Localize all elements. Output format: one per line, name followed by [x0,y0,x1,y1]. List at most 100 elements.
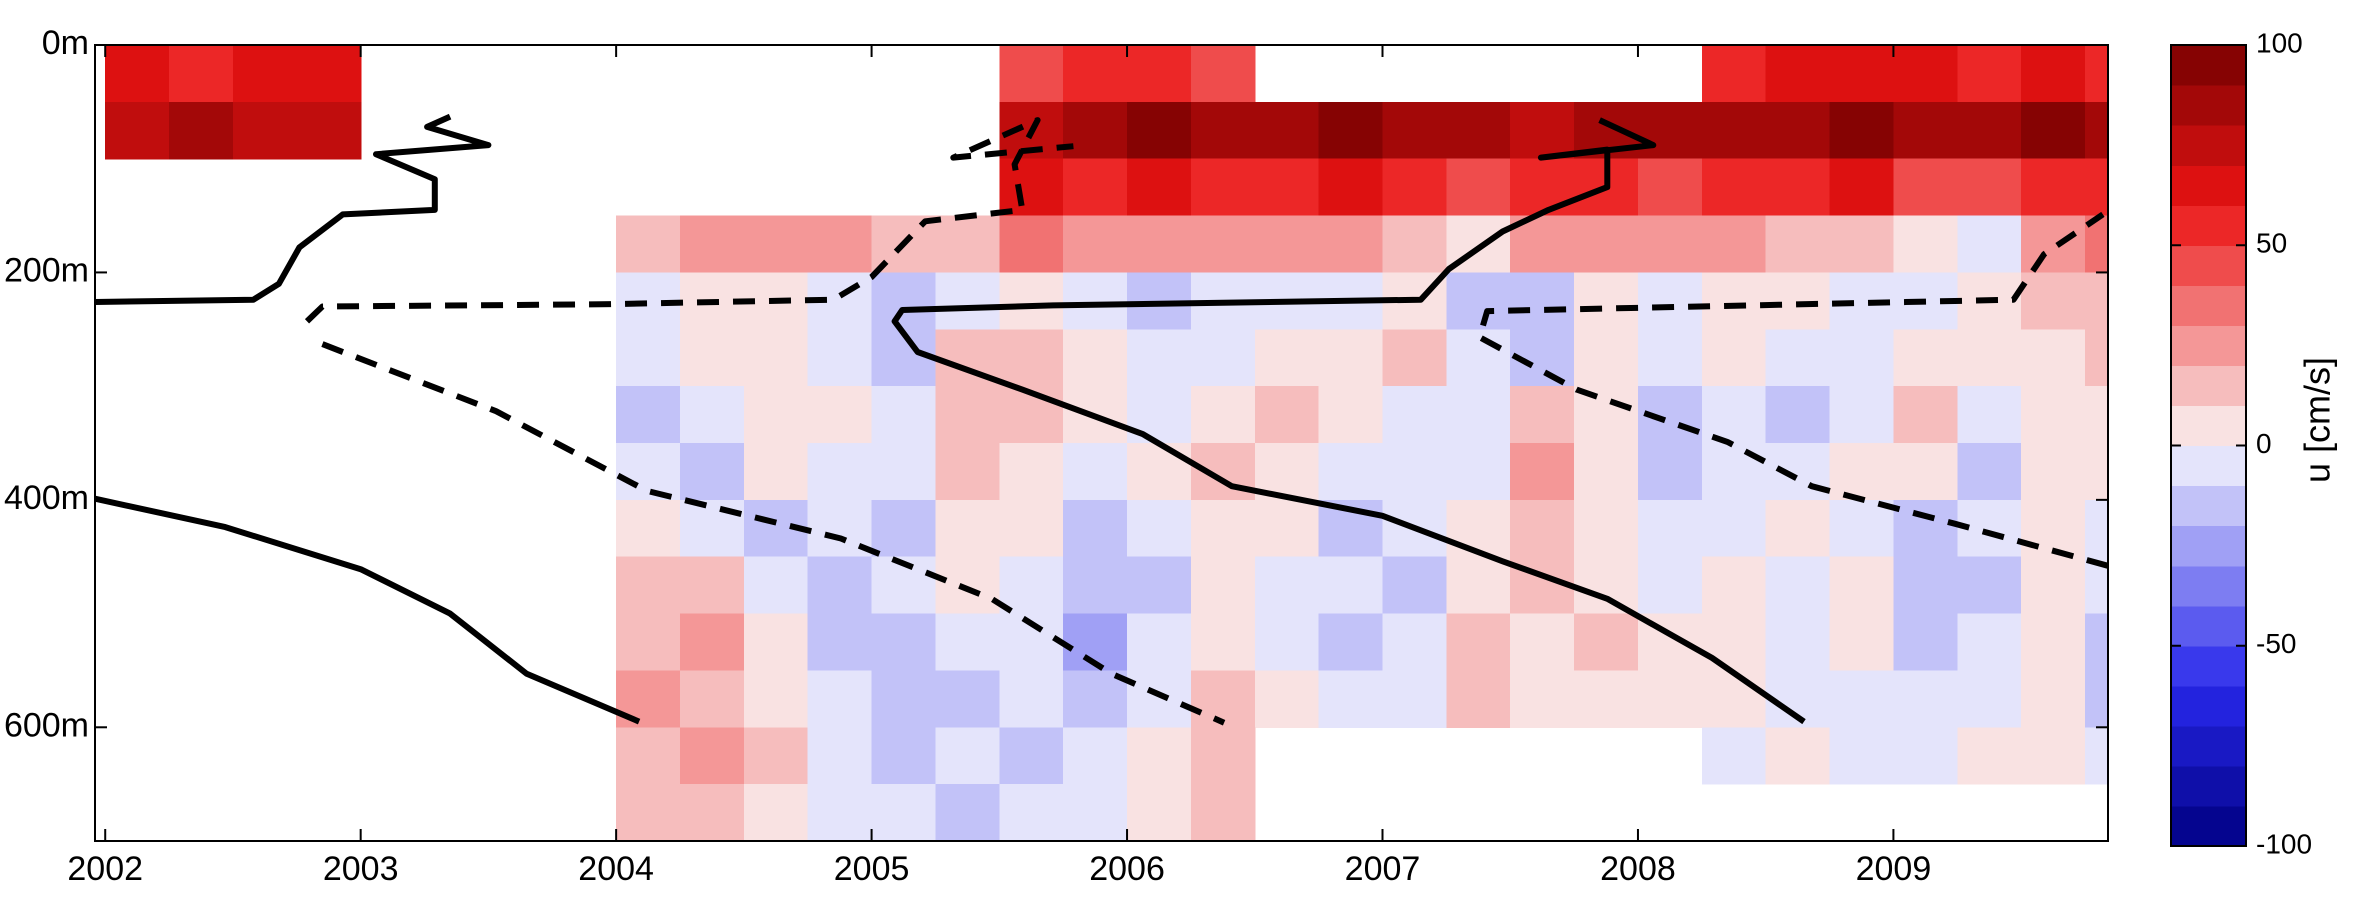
heat-cell [1127,499,1192,558]
heat-cell [935,613,1000,672]
heat-cell [1190,45,1256,103]
heat-cell [1510,158,1575,217]
heat-cell [1701,101,1767,160]
y-tick-label: 400m [4,479,89,517]
heat-cell [1637,443,1703,501]
heat-cell [1254,158,1320,217]
heat-cell [1446,386,1511,444]
heat-cell [1063,784,1128,842]
heat-cell [1063,215,1128,274]
y-tick-label: 200m [4,251,89,289]
heat-cell [935,727,1000,785]
heat-cell [1893,556,1958,615]
heat-cell [2021,215,2086,274]
heat-cell [871,443,937,501]
heat-cell [1254,101,1320,160]
heat-cell [232,101,298,160]
heat-cell [999,784,1064,842]
heat-cell [1382,443,1447,501]
heat-cell [1318,101,1384,160]
heat-cell [1318,670,1384,728]
heat-cell [871,272,937,330]
heat-cell [616,329,681,387]
heat-cell [2085,613,2109,672]
heat-cell [2085,727,2109,785]
heat-cell [999,443,1064,501]
heat-cell [999,499,1064,558]
heat-cell [1574,443,1639,501]
colorbar-swatch [2171,165,2246,206]
heat-cell [1957,670,2022,728]
heat-cell [2085,443,2109,501]
heat-cell [743,613,809,672]
heat-cell [1574,613,1639,672]
heat-cell [1318,158,1384,217]
heat-cell [296,45,362,103]
heat-cell [1190,499,1256,558]
heat-cell [1701,499,1767,558]
heat-cell [1190,158,1256,217]
colorbar-swatch [2171,245,2246,286]
heat-cell [1382,613,1447,672]
contour-line [321,341,1226,726]
heat-cell [1893,215,1958,274]
heat-cell [1127,329,1192,387]
heat-cell [1829,613,1895,672]
heat-cell [1446,443,1511,501]
heat-cell [679,386,745,444]
heat-cell [1510,613,1575,672]
heat-cell [1446,101,1511,160]
heat-cell [1063,45,1128,103]
heat-cell [1382,329,1447,387]
heat-cell [935,215,1000,274]
colorbar-swatch [2171,125,2246,166]
heat-cell [1254,215,1320,274]
colorbar-swatch [2171,765,2246,807]
heat-cell [1574,272,1639,330]
heat-cell [1701,727,1767,785]
heat-cell [1765,386,1831,444]
heat-cell [743,215,809,274]
heat-cell [935,272,1000,330]
colorbar-label: u [cm/s] [2297,357,2338,483]
heat-cell [1701,443,1767,501]
heat-cell [616,386,681,444]
colorbar-swatch [2171,605,2246,647]
colorbar-swatch [2171,285,2246,326]
heat-cell [871,499,937,558]
heat-cell [935,386,1000,444]
heat-cell [1190,386,1256,444]
heat-cell [807,784,873,842]
heat-cell [1510,272,1575,330]
colorbar-swatch [2171,45,2246,86]
heat-cell [1957,329,2022,387]
heat-cell [935,784,1000,842]
heat-cell [1574,386,1639,444]
heat-cell [679,556,745,615]
colorbar-swatch [2171,205,2246,246]
heat-cell [616,784,681,842]
heat-cell [999,158,1064,217]
heat-cell [935,443,1000,501]
colorbar-swatch [2171,805,2246,847]
colorbar-swatch [2171,85,2246,126]
heat-cell [1510,443,1575,501]
heat-cell [296,101,362,160]
heat-cell [1957,158,2022,217]
heat-cell [1063,443,1128,501]
heat-cell [679,784,745,842]
heat-cell [999,670,1064,728]
heat-cell [1893,499,1958,558]
heat-cell [2021,45,2086,103]
heat-cell [1446,329,1511,387]
heat-cell [1637,670,1703,728]
heat-cell [1957,613,2022,672]
heat-cell [1063,727,1128,785]
heat-cell [1127,45,1192,103]
heat-cell [1765,727,1831,785]
x-tick-label: 2005 [834,850,910,888]
x-tick-label: 2008 [1600,850,1676,888]
x-tick-label: 2009 [1856,850,1932,888]
